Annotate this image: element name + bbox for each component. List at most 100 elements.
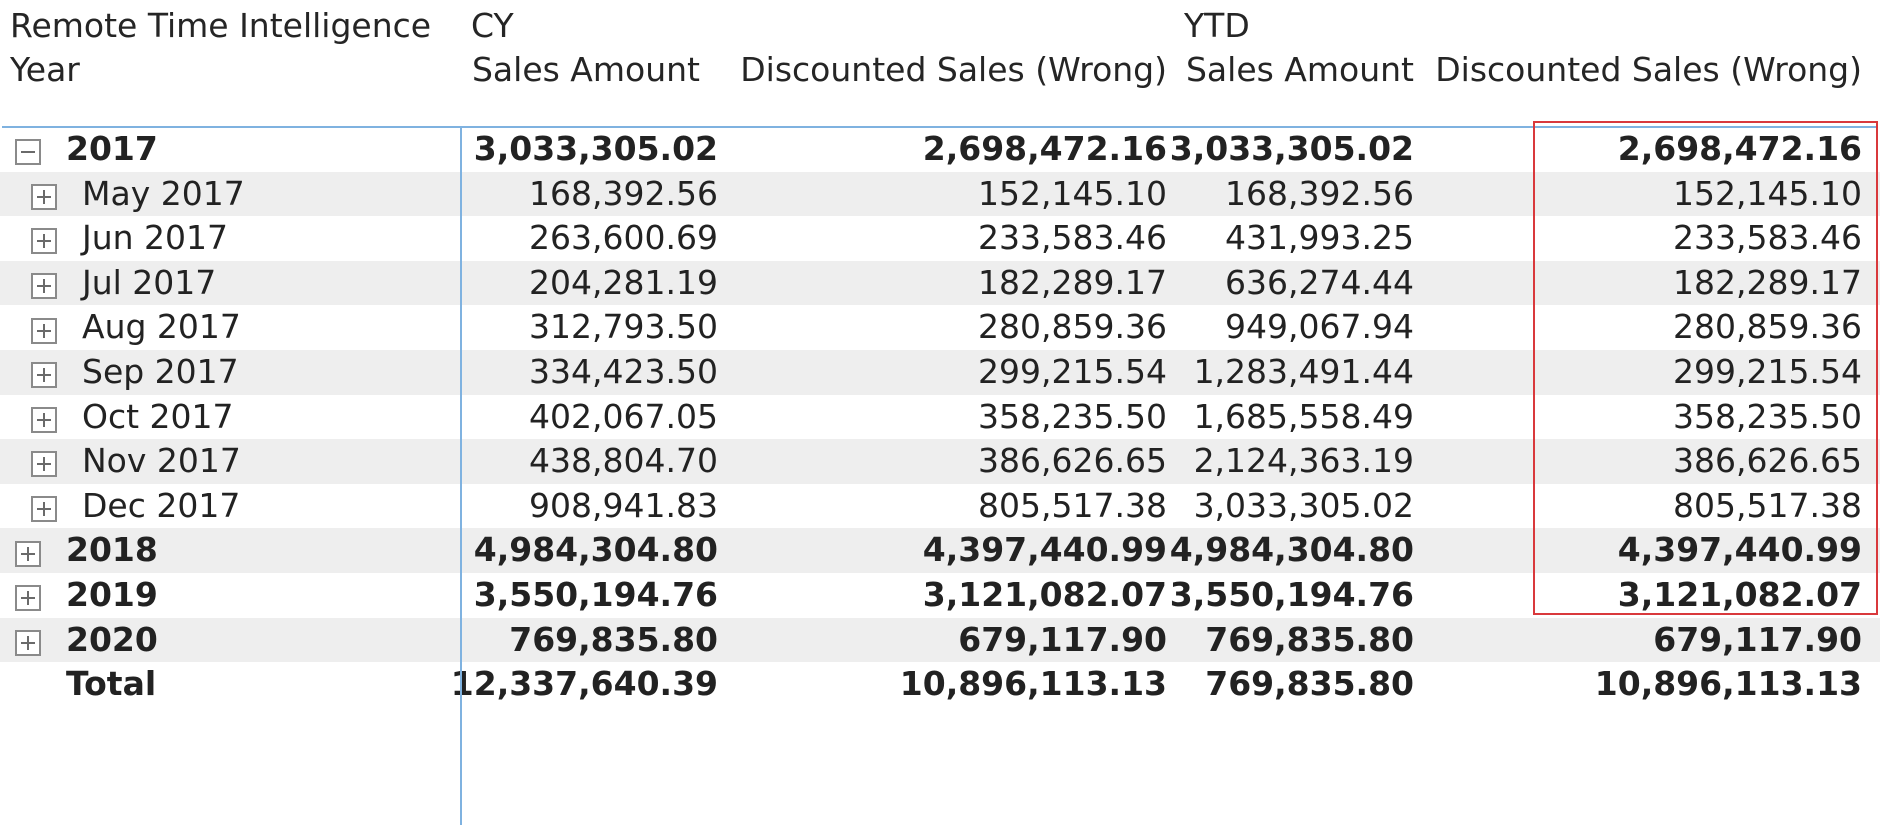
expand-icon[interactable] <box>31 496 57 523</box>
row-label: Jul 2017 <box>82 262 217 302</box>
column-header-ytd-discounted[interactable]: Discounted Sales (Wrong) <box>1435 50 1862 89</box>
column-header-ytd-sales[interactable]: Sales Amount <box>1185 50 1414 89</box>
cell-cy-sales: 312,793.50 <box>529 307 718 347</box>
header-divider <box>2 126 1878 128</box>
cell-cy-discounted: 233,583.46 <box>978 218 1167 258</box>
cell-ytd-discounted: 182,289.17 <box>1673 262 1862 302</box>
row-field-header[interactable]: Year <box>10 50 80 89</box>
cell-cy-sales: 3,033,305.02 <box>473 129 718 168</box>
row-label: Total <box>66 664 157 704</box>
cell-ytd-discounted: 679,117.90 <box>1653 619 1862 659</box>
table-row: Dec 2017 908,941.83 805,517.38 3,033,305.02… <box>0 484 1880 529</box>
cell-ytd-discounted: 3,121,082.07 <box>1617 575 1862 614</box>
cell-cy-discounted: 152,145.10 <box>978 173 1167 213</box>
cell-cy-sales: 402,067.05 <box>529 396 718 436</box>
table-row: Jun 2017 263,600.69 233,583.46 431,993.25 23… <box>0 216 1880 261</box>
cell-cy-discounted: 386,626.65 <box>978 441 1167 481</box>
cell-cy-sales: 334,423.50 <box>529 352 718 391</box>
expand-icon[interactable] <box>31 451 57 478</box>
cell-cy-discounted: 2,698,472.16 <box>922 129 1167 168</box>
expand-icon[interactable] <box>15 585 41 612</box>
cell-cy-discounted: 679,117.90 <box>958 619 1167 659</box>
cell-ytd-discounted: 299,215.54 <box>1673 352 1862 391</box>
cell-cy-discounted: 3,121,082.07 <box>922 575 1167 614</box>
expand-icon[interactable] <box>31 317 57 344</box>
cell-cy-discounted: 182,289.17 <box>978 262 1167 302</box>
table-row: Jul 2017 204,281.19 182,289.17 636,274.44 18… <box>0 260 1880 306</box>
cell-cy-discounted: 358,235.50 <box>978 396 1167 436</box>
row-label: Jun 2017 <box>82 218 229 258</box>
row-label: 2017 <box>66 129 158 168</box>
table-row: Nov 2017 438,804.70 386,626.65 2,124,363.19… <box>0 439 1880 484</box>
table-row: 2018 4,984,304.80 4,397,440.99 4,984,304.80… <box>0 528 1880 573</box>
cell-ytd-sales: 769,835.80 <box>1205 619 1414 659</box>
collapse-icon[interactable] <box>15 139 41 166</box>
table-row: Sep 2017 334,423.50 299,215.54 1,283,491.44… <box>0 350 1880 395</box>
row-label: Nov 2017 <box>82 441 241 481</box>
cell-ytd-discounted: 4,397,440.99 <box>1617 530 1862 570</box>
cell-ytd-sales: 431,993.25 <box>1225 218 1414 258</box>
table-row: 2020 769,835.80 679,117.90 769,835.80 679,11… <box>0 617 1880 663</box>
cell-cy-discounted: 10,896,113.13 <box>899 664 1167 704</box>
column-group-ytd: YTD <box>1184 6 1250 45</box>
expand-icon[interactable] <box>15 540 41 567</box>
total-row: Total 12,337,640.39 10,896,113.13 769,835.8… <box>0 662 1880 707</box>
cell-cy-sales: 769,835.80 <box>509 619 718 659</box>
cell-ytd-sales: 1,685,558.49 <box>1193 396 1414 436</box>
cell-ytd-sales: 168,392.56 <box>1225 173 1414 213</box>
cell-cy-sales: 3,550,194.76 <box>473 575 718 614</box>
row-label: Oct 2017 <box>82 396 234 436</box>
row-label: 2019 <box>66 575 158 614</box>
cell-cy-sales: 4,984,304.80 <box>473 530 718 570</box>
cell-ytd-sales: 3,033,305.02 <box>1193 485 1414 525</box>
expand-icon[interactable] <box>31 273 57 300</box>
row-label: Dec 2017 <box>82 485 241 525</box>
cell-cy-sales: 12,337,640.39 <box>450 664 718 704</box>
table-row: Aug 2017 312,793.50 280,859.36 949,067.94 28… <box>0 305 1880 350</box>
row-header-divider <box>460 126 462 825</box>
table-row: 2019 3,550,194.76 3,121,082.07 3,550,194.76… <box>0 573 1880 618</box>
corner-title: Remote Time Intelligence <box>10 6 432 45</box>
cell-ytd-discounted: 2,698,472.16 <box>1617 129 1862 168</box>
cell-cy-discounted: 280,859.36 <box>978 307 1167 347</box>
expand-icon[interactable] <box>31 362 57 389</box>
cell-ytd-sales: 949,067.94 <box>1225 307 1414 347</box>
row-label: 2020 <box>66 619 158 659</box>
expand-icon[interactable] <box>31 183 57 210</box>
table-row: Oct 2017 402,067.05 358,235.50 1,685,558.49… <box>0 395 1880 440</box>
table-row: May 2017 168,392.56 152,145.10 168,392.56 15… <box>0 171 1880 217</box>
cell-cy-sales: 204,281.19 <box>529 262 718 302</box>
row-label: 2018 <box>66 530 158 570</box>
column-group-cy: CY <box>471 6 514 45</box>
expand-icon[interactable] <box>31 406 57 433</box>
expand-icon[interactable] <box>31 228 57 255</box>
expand-icon[interactable] <box>15 629 41 656</box>
cell-cy-sales: 263,600.69 <box>529 218 718 258</box>
cell-ytd-discounted: 280,859.36 <box>1673 307 1862 347</box>
cell-cy-sales: 908,941.83 <box>529 485 718 525</box>
column-header-cy-discounted[interactable]: Discounted Sales (Wrong) <box>740 50 1167 89</box>
cell-ytd-discounted: 233,583.46 <box>1673 218 1862 258</box>
cell-ytd-sales: 636,274.44 <box>1225 262 1414 302</box>
cell-cy-sales: 168,392.56 <box>529 173 718 213</box>
cell-ytd-sales: 1,283,491.44 <box>1193 352 1414 391</box>
cell-cy-sales: 438,804.70 <box>529 441 718 481</box>
cell-cy-discounted: 299,215.54 <box>978 352 1167 391</box>
cell-ytd-sales: 769,835.80 <box>1205 664 1414 704</box>
table-row: 2017 3,033,305.02 2,698,472.16 3,033,305.02… <box>0 127 1880 172</box>
row-label: Sep 2017 <box>82 352 239 391</box>
cell-ytd-sales: 3,033,305.02 <box>1169 129 1414 168</box>
column-header-cy-sales[interactable]: Sales Amount <box>471 50 700 89</box>
cell-ytd-discounted: 358,235.50 <box>1673 396 1862 436</box>
row-label: Aug 2017 <box>82 307 241 347</box>
row-label: May 2017 <box>82 173 245 213</box>
cell-ytd-discounted: 805,517.38 <box>1673 485 1862 525</box>
cell-ytd-sales: 4,984,304.80 <box>1169 530 1414 570</box>
cell-ytd-discounted: 386,626.65 <box>1673 441 1862 481</box>
cell-ytd-sales: 2,124,363.19 <box>1193 441 1414 481</box>
cell-ytd-sales: 3,550,194.76 <box>1169 575 1414 614</box>
cell-cy-discounted: 4,397,440.99 <box>922 530 1167 570</box>
cell-ytd-discounted: 152,145.10 <box>1673 173 1862 213</box>
cell-ytd-discounted: 10,896,113.13 <box>1594 664 1862 704</box>
